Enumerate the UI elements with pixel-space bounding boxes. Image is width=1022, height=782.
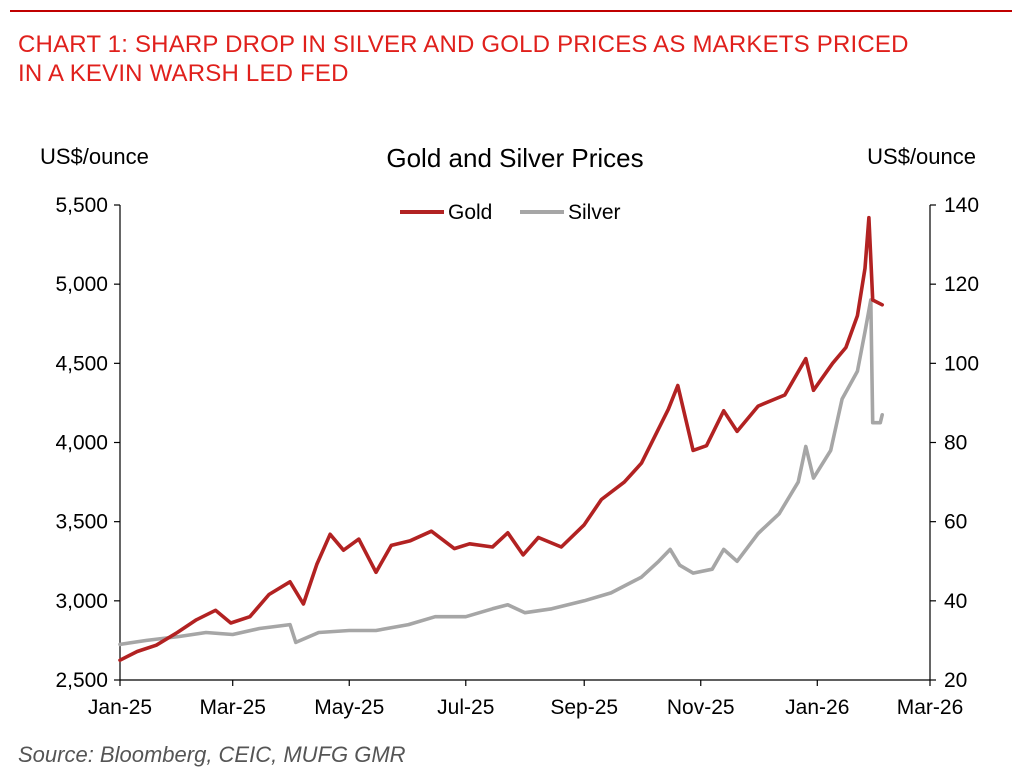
x-tick-label: Nov-25 xyxy=(667,696,735,719)
right-y-tick-label: 120 xyxy=(944,273,979,296)
chart-heading-line-1: CHART 1: SHARP DROP IN SILVER AND GOLD P… xyxy=(18,31,909,58)
series-line-silver xyxy=(118,298,884,647)
heading-rule xyxy=(10,10,1012,12)
legend-label-silver: Silver xyxy=(568,201,621,224)
left-axis-unit: US$/ounce xyxy=(40,144,149,169)
left-y-tick-label: 4,000 xyxy=(55,432,108,455)
x-tick-label: May-25 xyxy=(314,696,384,719)
x-tick-label: Jan-26 xyxy=(785,696,849,719)
source-note: Source: Bloomberg, CEIC, MUFG GMR xyxy=(18,742,406,767)
left-y-tick-label: 2,500 xyxy=(55,669,108,692)
legend-label-gold: Gold xyxy=(448,201,492,224)
series-line-gold xyxy=(118,215,884,662)
x-tick-label: Jul-25 xyxy=(437,696,494,719)
left-y-tick-label: 4,500 xyxy=(55,352,108,375)
left-y-tick-label: 3,000 xyxy=(55,590,108,613)
left-y-tick-label: 5,500 xyxy=(55,194,108,217)
right-y-tick-label: 80 xyxy=(944,432,967,455)
chart-heading-line-2: IN A KEVIN WARSH LED FED xyxy=(18,60,349,87)
right-axis-unit: US$/ounce xyxy=(867,144,976,169)
left-y-tick-label: 3,500 xyxy=(55,511,108,534)
left-y-tick-label: 5,000 xyxy=(55,273,108,296)
x-tick-label: Sep-25 xyxy=(550,696,618,719)
x-tick-label: Mar-26 xyxy=(897,696,964,719)
x-tick-label: Mar-25 xyxy=(199,696,266,719)
right-y-tick-label: 40 xyxy=(944,590,967,613)
right-y-tick-label: 100 xyxy=(944,352,979,375)
right-y-tick-label: 140 xyxy=(944,194,979,217)
chart-heading: CHART 1: SHARP DROP IN SILVER AND GOLD P… xyxy=(18,30,1008,88)
right-y-tick-label: 60 xyxy=(944,511,967,534)
plot-title: Gold and Silver Prices xyxy=(386,143,644,173)
right-y-tick-label: 20 xyxy=(944,669,967,692)
x-tick-label: Jan-25 xyxy=(88,696,152,719)
